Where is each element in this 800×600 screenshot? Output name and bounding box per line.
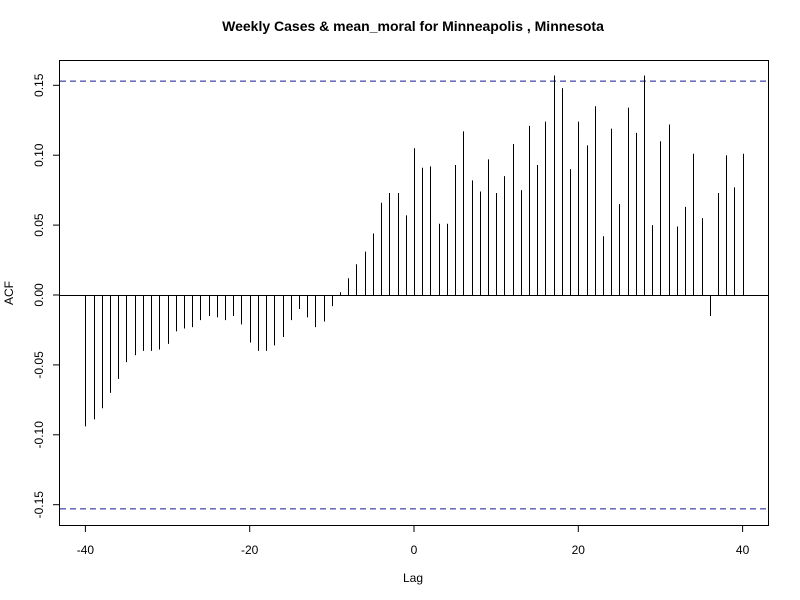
y-axis-label: ACF <box>2 281 16 305</box>
y-tick-label: -0.15 <box>32 491 46 519</box>
y-tick-label: -0.05 <box>32 351 46 379</box>
chart-title: Weekly Cases & mean_moral for Minneapoli… <box>222 18 604 34</box>
y-tick-label: 0.10 <box>32 143 46 167</box>
x-tick-label: 40 <box>736 543 750 557</box>
y-tick-label: 0.05 <box>32 213 46 237</box>
x-axis: -40 -20 0 20 40 <box>77 525 750 557</box>
acf-bars <box>85 75 744 427</box>
y-tick-label: -0.10 <box>32 421 46 449</box>
confidence-bounds <box>60 80 768 510</box>
x-tick-label: -20 <box>241 543 259 557</box>
x-tick-label: 0 <box>411 543 418 557</box>
y-tick-label: 0.00 <box>32 283 46 307</box>
y-tick-label: 0.15 <box>32 73 46 97</box>
x-tick-label: -40 <box>77 543 95 557</box>
y-axis: -0.15 -0.10 -0.05 0.00 0.05 0.10 0.15 <box>32 73 60 518</box>
x-axis-label: Lag <box>403 571 423 585</box>
x-tick-label: 20 <box>572 543 586 557</box>
